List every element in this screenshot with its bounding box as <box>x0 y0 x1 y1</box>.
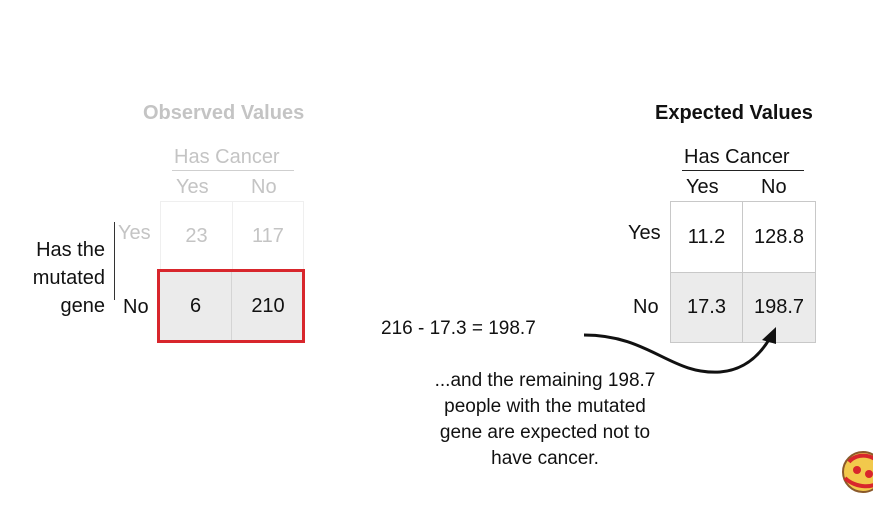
expected-col-group-underline <box>682 170 804 171</box>
expected-col-no: No <box>761 176 787 198</box>
observed-cell-yes-yes: 23 <box>160 201 232 271</box>
observed-col-no: No <box>251 176 277 198</box>
expected-row-no: No <box>633 296 659 318</box>
expected-cell-no-yes: 17.3 <box>671 272 742 342</box>
expected-row-yes: Yes <box>628 222 661 244</box>
observed-row-group-label: Has the mutated gene <box>26 236 105 320</box>
row-group-line-2: mutated <box>32 267 105 289</box>
expected-col-group-label: Has Cancer <box>684 146 790 168</box>
expected-cell-no-no: 198.7 <box>742 272 815 342</box>
explanation-line-3: gene are expected not to <box>439 422 651 443</box>
observed-col-yes: Yes <box>176 176 209 198</box>
expected-title: Expected Values <box>655 102 813 124</box>
equation-text: 216 - 17.3 = 198.7 <box>381 318 536 339</box>
observed-title: Observed Values <box>143 102 305 124</box>
explanation-line-1: ...and the remaining 198.7 <box>434 370 656 391</box>
arrow-curve <box>583 333 772 374</box>
observed-cell-no-no: 210 <box>232 271 304 341</box>
observed-cell-no-yes: 6 <box>160 271 232 341</box>
observed-row-group-bracket <box>114 222 115 300</box>
observed-cell-yes-no: 117 <box>232 201 304 271</box>
expected-col-yes: Yes <box>686 176 719 198</box>
observed-col-group-underline <box>172 170 294 171</box>
observed-row-no: No <box>123 296 149 318</box>
explanation-line-2: people with the mutated <box>444 396 646 417</box>
row-group-line-3: gene <box>60 295 106 317</box>
expected-grid-border <box>670 201 816 343</box>
arrow-head <box>762 327 776 344</box>
explanation-line-4: have cancer. <box>491 448 599 469</box>
observed-row-yes: Yes <box>118 222 151 244</box>
expected-cell-yes-yes: 11.2 <box>687 225 726 248</box>
observed-highlight-box <box>157 269 305 343</box>
expected-cell-yes-no: 128.8 <box>742 202 815 272</box>
row-group-line-1: Has the <box>36 239 105 261</box>
explanation-note: ...and the remaining 198.7 people with t… <box>400 368 690 472</box>
observed-col-group-label: Has Cancer <box>174 146 280 168</box>
statquest-logo-icon <box>835 448 873 494</box>
